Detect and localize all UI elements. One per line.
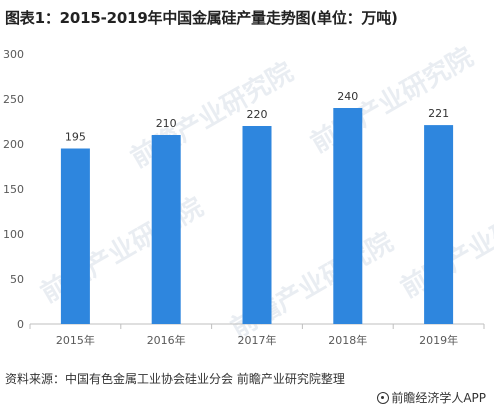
data-label: 195 (65, 131, 86, 144)
y-tick-label: 50 (10, 273, 24, 286)
data-label: 220 (247, 108, 268, 121)
bar (424, 125, 454, 324)
chart-area: 0 50 100 150 200 250 300 195 2015年 210 2016年 220 201… (0, 40, 494, 360)
bar-chart: 0 50 100 150 200 250 300 195 2015年 210 2016年 220 201… (3, 48, 485, 347)
x-tick-label: 2019年 (419, 333, 458, 347)
brand-logo-icon (377, 391, 390, 404)
chart-title: 图表1：2015-2019年中国金属硅产量走势图(单位：万吨) (5, 9, 398, 27)
footer-brand: 前瞻经济学人APP (377, 389, 486, 406)
bar (242, 126, 272, 324)
source-note: 资料来源：中国有色金属工业协会硅业分会 前瞻产业研究院整理 (5, 372, 345, 386)
footer-brand-label: 前瞻经济学人APP (391, 391, 486, 405)
x-tick-label: 2015年 (56, 333, 95, 347)
y-tick-label: 200 (3, 138, 24, 151)
data-label: 210 (156, 117, 177, 130)
y-tick-label: 250 (3, 93, 24, 106)
y-tick-label: 150 (3, 183, 24, 196)
y-tick-label: 100 (3, 228, 24, 241)
y-tick-label: 300 (3, 48, 24, 61)
x-tick-label: 2018年 (328, 333, 367, 347)
x-tick-label: 2016年 (147, 333, 186, 347)
bar (151, 135, 181, 324)
y-tick-label: 0 (17, 318, 24, 331)
bar (60, 148, 90, 324)
bar (333, 108, 363, 324)
x-tick-label: 2017年 (238, 333, 277, 347)
data-label: 240 (337, 90, 358, 103)
data-label: 221 (428, 107, 449, 120)
